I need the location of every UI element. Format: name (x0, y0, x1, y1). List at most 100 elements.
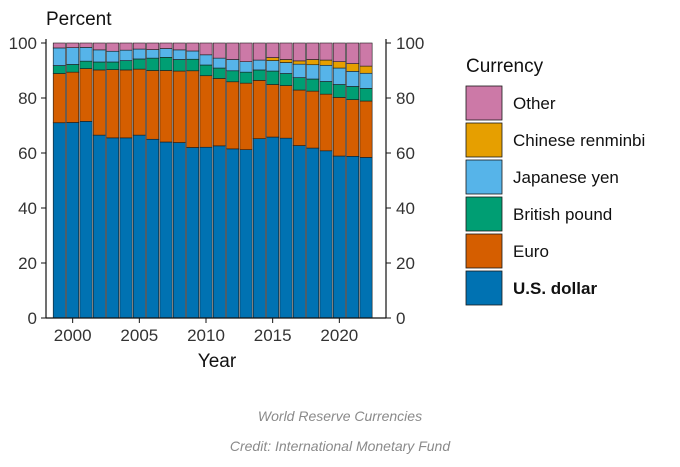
bar-segment-u-s-dollar-2009 (186, 147, 200, 319)
bar-segment-british-pound-2004 (119, 60, 133, 71)
bar-segment-euro-2007 (159, 70, 173, 143)
y-tick-label-right-100: 100 (396, 34, 424, 53)
legend-label-other: Other (513, 94, 556, 113)
bar-segment-british-pound-2020 (332, 84, 346, 98)
legend-swatch-british-pound (465, 196, 503, 232)
bar-segment-chinese-renminbi-2016 (279, 59, 293, 63)
bar-segment-other-2019 (319, 42, 333, 61)
legend-swatch-other (465, 85, 503, 121)
legend-swatch-chinese-renminbi (465, 122, 503, 158)
bar-segment-u-s-dollar-2003 (106, 137, 120, 319)
bar-segment-euro-2009 (186, 70, 200, 148)
bar-segment-other-2016 (279, 42, 293, 60)
legend-swatch-u-s-dollar (465, 270, 503, 306)
y-tick-label-left-60: 60 (18, 144, 37, 163)
bar-segment-u-s-dollar-2011 (212, 145, 226, 319)
bar-segment-british-pound-2000 (66, 64, 80, 73)
bar-segment-british-pound-2009 (186, 58, 200, 72)
bar-segment-euro-2015 (266, 84, 280, 138)
legend-swatch-euro (465, 233, 503, 269)
bar-segment-british-pound-2014 (252, 69, 266, 81)
bar-segment-euro-2004 (119, 69, 133, 139)
y-tick-label-left-100: 100 (9, 34, 37, 53)
bar-segment-japanese-yen-2002 (92, 49, 106, 63)
bar-segment-other-2012 (226, 42, 240, 60)
bar-segment-other-2002 (92, 42, 106, 51)
bar-segment-euro-2002 (92, 69, 106, 136)
bar-segment-u-s-dollar-2000 (66, 122, 80, 319)
legend-label-chinese-renminbi: Chinese renminbi (513, 131, 645, 150)
bar-segment-japanese-yen-2016 (279, 62, 293, 74)
x-tick-label-2010: 2010 (187, 326, 225, 345)
bar-segment-japanese-yen-2018 (306, 64, 320, 80)
bar-segment-japanese-yen-2010 (199, 54, 213, 66)
bar-segment-chinese-renminbi-2018 (306, 59, 320, 66)
bar-segment-u-s-dollar-2018 (306, 147, 320, 319)
bar-segment-u-s-dollar-2004 (119, 137, 133, 319)
bar-segment-u-s-dollar-2001 (79, 121, 93, 319)
bar-segment-other-2003 (106, 42, 120, 52)
plot-area (52, 42, 373, 319)
bar-segment-euro-2013 (239, 82, 253, 151)
legend-title: Currency (466, 56, 544, 77)
bar-segment-u-s-dollar-2015 (266, 136, 280, 319)
bar-segment-british-pound-1999 (52, 65, 66, 74)
bar-segment-euro-2005 (132, 68, 146, 136)
bar-segment-euro-2016 (279, 85, 293, 139)
bar-segment-euro-2006 (146, 70, 160, 140)
legend-label-u-s-dollar: U.S. dollar (513, 279, 597, 298)
bar-segment-japanese-yen-2011 (212, 57, 226, 69)
bar-segment-japanese-yen-2015 (266, 60, 280, 72)
bar-segment-u-s-dollar-2017 (292, 145, 306, 319)
bar-segment-u-s-dollar-2022 (359, 157, 373, 319)
bar-segment-japanese-yen-2014 (252, 59, 266, 71)
bar-segment-british-pound-2002 (92, 61, 106, 71)
bar-segment-euro-2010 (199, 75, 213, 148)
bar-segment-u-s-dollar-2014 (252, 138, 266, 319)
bar-segment-japanese-yen-2000 (66, 47, 80, 65)
bar-segment-british-pound-2019 (319, 81, 333, 95)
bar-segment-euro-2018 (306, 90, 320, 149)
bar-segment-japanese-yen-2013 (239, 61, 253, 73)
bar-segment-chinese-renminbi-2015 (266, 57, 280, 61)
bar-segment-other-2013 (239, 42, 253, 63)
legend-label-japanese-yen: Japanese yen (513, 168, 619, 187)
bar-segment-japanese-yen-2019 (319, 64, 333, 82)
bar-segment-japanese-yen-2001 (79, 47, 93, 62)
y-tick-label-left-20: 20 (18, 254, 37, 273)
bar-segment-british-pound-2008 (172, 59, 186, 72)
bar-segment-japanese-yen-2005 (132, 48, 146, 60)
y-tick-label-left-80: 80 (18, 89, 37, 108)
bar-segment-other-2015 (266, 42, 280, 58)
bar-segment-british-pound-2013 (239, 71, 253, 84)
bar-segment-british-pound-2003 (106, 61, 120, 70)
bar-segment-other-2010 (199, 42, 213, 56)
bar-segment-u-s-dollar-2002 (92, 134, 106, 319)
bar-segment-other-2009 (186, 42, 200, 52)
bar-segment-chinese-renminbi-2021 (346, 63, 360, 72)
chart-caption-title: World Reserve Currencies (257, 408, 423, 424)
bar-segment-u-s-dollar-2006 (146, 138, 160, 319)
bar-segment-japanese-yen-2017 (292, 63, 306, 78)
bar-segment-japanese-yen-2021 (346, 71, 360, 87)
bar-segment-other-2017 (292, 42, 306, 62)
bar-segment-japanese-yen-2007 (159, 48, 173, 58)
bar-segment-japanese-yen-2003 (106, 50, 120, 63)
y-axis-title: Percent (46, 9, 112, 30)
bar-segment-u-s-dollar-2013 (239, 149, 253, 319)
bar-segment-british-pound-2018 (306, 78, 320, 92)
bar-segment-u-s-dollar-2016 (279, 137, 293, 319)
x-tick-label-2000: 2000 (54, 326, 92, 345)
bar-segment-japanese-yen-2004 (119, 49, 133, 61)
bar-segment-euro-2022 (359, 100, 373, 158)
bar-segment-u-s-dollar-1999 (52, 122, 66, 319)
y-tick-label-right-0: 0 (396, 309, 405, 328)
bar-segment-japanese-yen-2020 (332, 67, 346, 85)
bar-segment-british-pound-2007 (159, 56, 173, 71)
bar-segment-euro-2000 (66, 71, 80, 123)
bar-segment-british-pound-2001 (79, 60, 93, 69)
bar-segment-other-2005 (132, 42, 146, 50)
bar-segment-u-s-dollar-2020 (332, 155, 346, 319)
bar-segment-other-2001 (79, 42, 93, 48)
